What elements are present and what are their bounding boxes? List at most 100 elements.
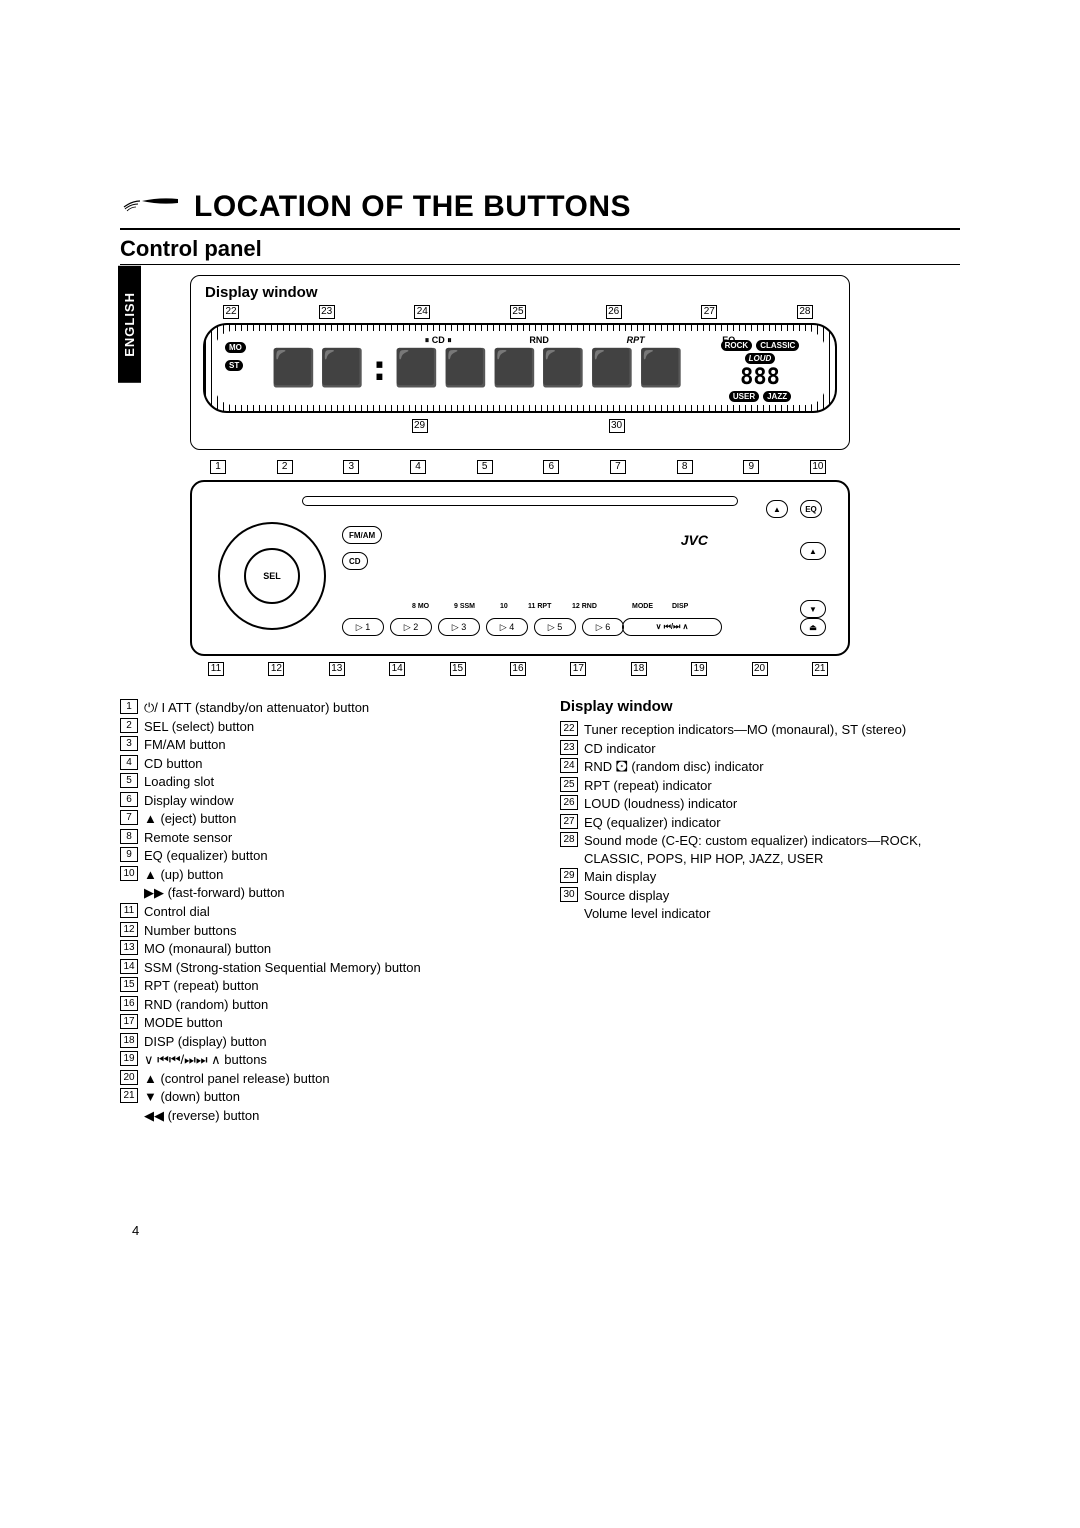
legend-item-10: 10▲ (up) button <box>120 866 520 884</box>
cd-button: CD <box>342 552 368 570</box>
legend-number: 4 <box>120 755 138 770</box>
legend-number: 25 <box>560 777 578 792</box>
callout-16: 16 <box>510 662 526 676</box>
page-title: LOCATION OF THE BUTTONS <box>194 190 631 224</box>
legend-number: 23 <box>560 740 578 755</box>
callout-row-mid: 29 30 <box>203 419 837 433</box>
legend-number: 13 <box>120 940 138 955</box>
legend-text: ⏻/ I ATT (standby/on attenuator) button <box>144 699 520 717</box>
callout-7: 7 <box>610 460 626 474</box>
callout-21: 21 <box>812 662 828 676</box>
legend-item-15: 15RPT (repeat) button <box>120 977 520 995</box>
display-window-caption: Display window <box>205 284 837 301</box>
callout-2: 2 <box>277 460 293 474</box>
legend-item-2: 2 SEL (select) button <box>120 718 520 736</box>
legend-text: SEL (select) button <box>144 718 520 736</box>
legend-number: 6 <box>120 792 138 807</box>
callout-25: 25 <box>510 305 526 319</box>
legend-item-1: 1⏻/ I ATT (standby/on attenuator) button <box>120 699 520 717</box>
legend-item-18: 18DISP (display) button <box>120 1033 520 1051</box>
legend-number: 2 <box>120 718 138 733</box>
legend-item-23: 23CD indicator <box>560 740 960 758</box>
right-legend: Display window 22 Tuner reception indicat… <box>560 698 960 1125</box>
callout-8: 8 <box>677 460 693 474</box>
callout-29: 29 <box>412 419 428 433</box>
legend-text: Tuner reception indicators—MO (monaural)… <box>584 721 960 739</box>
callout-9: 9 <box>743 460 759 474</box>
legend-item-3: 3FM/AM button <box>120 736 520 754</box>
callout-28: 28 <box>797 305 813 319</box>
callout-22: 22 <box>223 305 239 319</box>
page-number: 4 <box>132 1223 139 1238</box>
legend-item-16: 16RND (random) button <box>120 996 520 1014</box>
legend-number: 24 <box>560 758 578 773</box>
callout-6: 6 <box>543 460 559 474</box>
legend-text: SSM (Strong-station Sequential Memory) b… <box>144 959 520 977</box>
nav-buttons: ∨ ⏮/⏭ ∧ <box>622 618 722 636</box>
legend-text: RPT (repeat) button <box>144 977 520 995</box>
legend-text: Main display <box>584 868 960 886</box>
loading-slot <box>302 496 738 506</box>
legend-text: FM/AM button <box>144 736 520 754</box>
callout-23: 23 <box>319 305 335 319</box>
right-legend-heading: Display window <box>560 698 960 715</box>
callout-row-top: 22232425262728 <box>203 305 837 319</box>
control-dial: SEL <box>218 522 326 630</box>
callout-15: 15 <box>450 662 466 676</box>
legend-number: 14 <box>120 959 138 974</box>
legend-item-9: 9 EQ (equalizer) button <box>120 847 520 865</box>
number-button-row: ▷ 1▷ 2▷ 3▷ 4▷ 5▷ 6 <box>342 618 624 636</box>
brand-logo: JVC <box>681 532 708 548</box>
callout-1: 1 <box>210 460 226 474</box>
callout-20: 20 <box>752 662 768 676</box>
callout-30: 30 <box>609 419 625 433</box>
legend-number: 18 <box>120 1033 138 1048</box>
callout-row-panel-bottom: 1112131415161718192021 <box>190 658 850 676</box>
up-button: ▲ <box>800 542 826 560</box>
legend-item-24: 24 RND 🖸 (random disc) indicator <box>560 758 960 776</box>
legend-number: 20 <box>120 1070 138 1085</box>
legend-item-17: 17MODE button <box>120 1014 520 1032</box>
legend-text: Source display <box>584 887 960 905</box>
legend-number: 9 <box>120 847 138 862</box>
legend-text: MODE button <box>144 1014 520 1032</box>
legend-number: 21 <box>120 1088 138 1103</box>
legend-number: 28 <box>560 832 578 847</box>
callout-row-panel-top: 12345678910 <box>190 458 850 474</box>
legend-item-12: 12Number buttons <box>120 922 520 940</box>
legend-number: 12 <box>120 922 138 937</box>
callout-3: 3 <box>343 460 359 474</box>
legend-number: 5 <box>120 773 138 788</box>
down-button: ▼ <box>800 600 826 618</box>
legend-number: 27 <box>560 814 578 829</box>
lcd-st: ST <box>225 360 243 371</box>
subtitle: Control panel <box>120 236 960 265</box>
legend-number: 22 <box>560 721 578 736</box>
legend-item-26: 26LOUD (loudness) indicator <box>560 795 960 813</box>
legend-text: RND (random) button <box>144 996 520 1014</box>
legend-item-7: 7▲ (eject) button <box>120 810 520 828</box>
legend-item-25: 25 RPT (repeat) indicator <box>560 777 960 795</box>
legend-text: MO (monaural) button <box>144 940 520 958</box>
callout-17: 17 <box>570 662 586 676</box>
number-button-2: ▷ 2 <box>390 618 432 636</box>
legend-number: 26 <box>560 795 578 810</box>
legend-text: Sound mode (C-EQ: custom equalizer) indi… <box>584 832 960 867</box>
legend-text: Control dial <box>144 903 520 921</box>
legend-item-6: 6Display window <box>120 792 520 810</box>
callout-24: 24 <box>414 305 430 319</box>
callout-4: 4 <box>410 460 426 474</box>
legend-text: EQ (equalizer) button <box>144 847 520 865</box>
legend-text: RPT (repeat) indicator <box>584 777 960 795</box>
legend-text: RND 🖸 (random disc) indicator <box>584 758 960 776</box>
legend-subitem: Volume level indicator <box>584 905 960 923</box>
page: ENGLISH LOCATION OF THE BUTTONS Control … <box>0 0 1080 1528</box>
legend-text: Loading slot <box>144 773 520 791</box>
callout-14: 14 <box>389 662 405 676</box>
legend-text: ▲ (control panel release) button <box>144 1070 520 1088</box>
callout-26: 26 <box>606 305 622 319</box>
number-button-3: ▷ 3 <box>438 618 480 636</box>
arrow-icon <box>120 195 180 219</box>
legend-text: ▲ (up) button <box>144 866 520 884</box>
number-button-1: ▷ 1 <box>342 618 384 636</box>
